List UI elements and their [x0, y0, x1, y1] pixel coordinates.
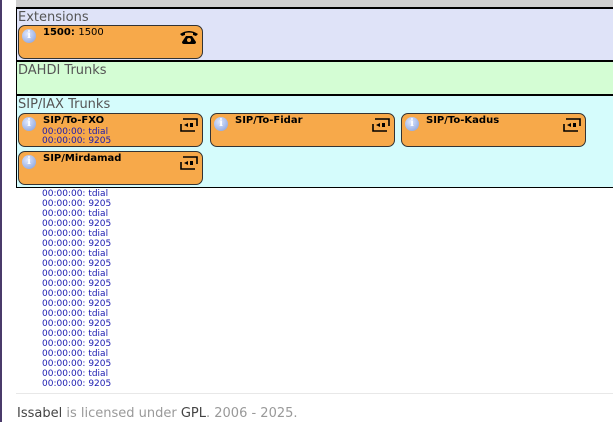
call-line: 00:00:00: 9205 — [42, 259, 112, 269]
info-icon[interactable]: i — [22, 155, 36, 169]
extension-card-1500[interactable]: i 1500: 1500 — [18, 25, 203, 59]
active-calls-list: 00:00:00: tdial 00:00:00: 9205 — [42, 128, 111, 146]
info-icon[interactable]: i — [214, 117, 228, 131]
call-line: 00:00:00: tdial — [42, 349, 109, 359]
footer: Issabel is licensed under GPL. 2006 - 20… — [17, 406, 298, 421]
trunk-card-mirdamad[interactable]: i SIP/Mirdamad — [18, 151, 203, 185]
sip-iax-trunks-section: SIP/IAX Trunks i SIP/To-FXO 00:00:00: td… — [16, 94, 613, 188]
info-icon[interactable]: i — [22, 29, 36, 43]
trunk-name: SIP/To-Kadus — [426, 115, 500, 126]
info-icon[interactable]: i — [22, 117, 36, 131]
trunk-card-to-fidar[interactable]: i SIP/To-Fidar — [210, 113, 395, 147]
call-line: 00:00:00: tdial — [42, 329, 109, 339]
info-icon[interactable]: i — [405, 117, 419, 131]
left-border — [0, 0, 2, 422]
active-calls-overflow-list: 00:00:00: tdial 00:00:00: 9205 00:00:00: t… — [42, 189, 111, 389]
call-line: 00:00:00: tdial — [42, 249, 109, 259]
call-line: 00:00:00: tdial — [42, 127, 109, 137]
trunk-card-to-fxo[interactable]: i SIP/To-FXO 00:00:00: tdial 00:00:00: 92… — [18, 113, 203, 147]
footer-years: . 2006 - 2025. — [206, 406, 298, 421]
section-title: DAHDI Trunks — [18, 63, 107, 78]
call-line: 00:00:00: 9205 — [42, 359, 112, 369]
call-line: 00:00:00: 9205 — [42, 219, 112, 229]
call-line: 00:00:00: 9205 — [42, 136, 112, 146]
call-line: 00:00:00: tdial — [42, 269, 109, 279]
trunk-name: SIP/To-Fidar — [235, 115, 303, 126]
dahdi-trunks-section: DAHDI Trunks — [16, 60, 613, 96]
top-bar — [16, 0, 613, 7]
call-line: 00:00:00: tdial — [42, 209, 109, 219]
trunk-plug-icon — [180, 156, 198, 170]
call-line: 00:00:00: 9205 — [42, 199, 112, 209]
call-line: 00:00:00: 9205 — [42, 379, 112, 389]
call-line: 00:00:00: 9205 — [42, 339, 112, 349]
trunk-name: SIP/Mirdamad — [43, 153, 122, 164]
issabel-link[interactable]: Issabel — [17, 406, 63, 421]
call-line: 00:00:00: 9205 — [42, 239, 112, 249]
section-title: Extensions — [18, 10, 89, 25]
trunk-plug-icon — [180, 118, 198, 132]
trunk-name: SIP/To-FXO — [43, 115, 105, 126]
footer-text: is licensed under — [62, 406, 181, 421]
call-line: 00:00:00: 9205 — [42, 319, 112, 329]
call-line: 00:00:00: 9205 — [42, 299, 112, 309]
call-line: 00:00:00: tdial — [42, 189, 109, 199]
extension-number: 1500: — [43, 27, 75, 38]
call-line: 00:00:00: 9205 — [42, 279, 112, 289]
section-title: SIP/IAX Trunks — [18, 97, 111, 112]
extension-name: 1500 — [78, 27, 104, 38]
gpl-link[interactable]: GPL — [180, 406, 206, 421]
call-line: 00:00:00: tdial — [42, 289, 109, 299]
call-line: 00:00:00: tdial — [42, 229, 109, 239]
trunk-plug-icon — [372, 118, 390, 132]
trunk-plug-icon — [563, 118, 581, 132]
call-line: 00:00:00: tdial — [42, 309, 109, 319]
call-line: 00:00:00: tdial — [42, 369, 109, 379]
footer-divider — [16, 393, 613, 394]
extensions-section: Extensions i 1500: 1500 — [16, 7, 613, 62]
trunk-card-to-kadus[interactable]: i SIP/To-Kadus — [401, 113, 586, 147]
telephone-icon — [180, 31, 198, 44]
